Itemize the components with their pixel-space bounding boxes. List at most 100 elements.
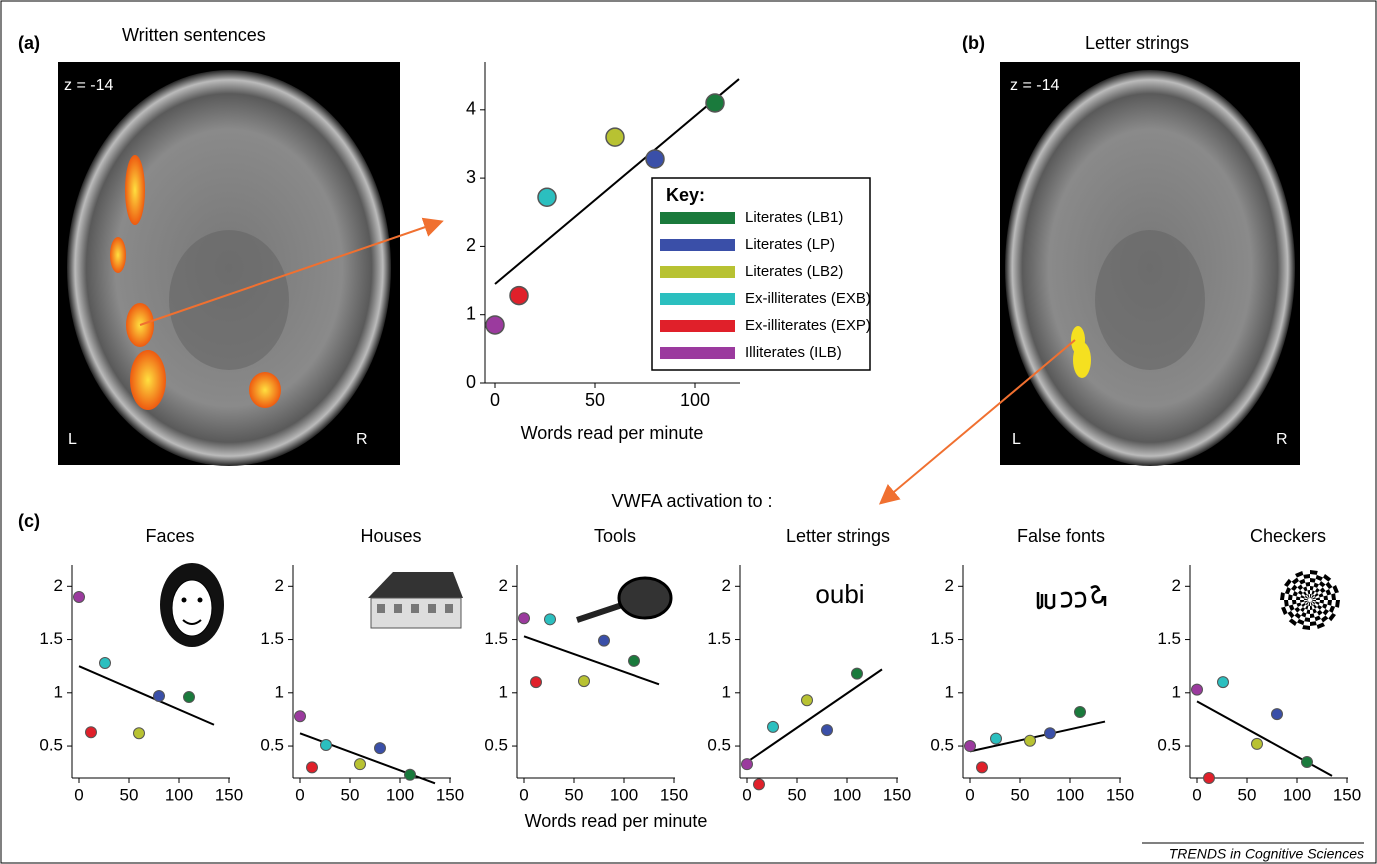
checker-cell — [1302, 625, 1310, 630]
fit-line — [747, 669, 882, 762]
side-label: L — [68, 431, 77, 448]
y-tick-label: 1 — [466, 303, 476, 323]
house-window — [428, 604, 436, 613]
data-point — [1192, 684, 1203, 695]
data-point — [545, 614, 556, 625]
checker-cell — [1317, 623, 1325, 629]
x-tick-label: 150 — [436, 785, 464, 804]
x-tick-label: 50 — [1238, 785, 1257, 804]
data-point — [599, 635, 610, 646]
x-tick-label: 150 — [1333, 785, 1361, 804]
checker-cell — [1335, 600, 1340, 608]
x-tick-label: 100 — [165, 785, 193, 804]
figure: (a) Written sentences z = -14 L R (b) Le… — [0, 0, 1377, 864]
data-point — [852, 668, 863, 679]
x-tick-label: 0 — [965, 785, 974, 804]
legend-swatch — [660, 320, 735, 332]
checker-cell — [1331, 593, 1336, 600]
panel-label: (a) — [18, 33, 40, 53]
data-point — [1204, 773, 1215, 784]
checker-cell — [1280, 592, 1285, 600]
panel-title: VWFA activation to : — [611, 491, 772, 511]
data-point — [768, 721, 779, 732]
checker-cell — [1317, 610, 1323, 616]
brain-detail — [1095, 230, 1205, 370]
y-tick-label: 1.5 — [260, 629, 284, 648]
data-point — [154, 690, 165, 701]
checker-cell — [1310, 606, 1313, 610]
y-tick-label: 2 — [275, 576, 284, 595]
x-tick-label: 100 — [610, 785, 638, 804]
checker-cell — [1312, 590, 1315, 594]
house-roof — [368, 572, 463, 598]
false-font — [1038, 586, 1105, 608]
face-eye — [182, 598, 187, 603]
checker-cell — [1303, 574, 1310, 579]
data-point — [134, 728, 145, 739]
x-tick-label: 0 — [295, 785, 304, 804]
legend-label: Illiterates (ILB) — [745, 344, 842, 361]
legend-label: Literates (LB2) — [745, 263, 843, 280]
checker-cell — [1304, 598, 1308, 600]
data-point — [965, 741, 976, 752]
panel-label: (c) — [18, 511, 40, 531]
x-axis-label: Words read per minute — [521, 423, 704, 443]
legend-swatch — [660, 293, 735, 305]
y-tick-label: 1 — [54, 682, 63, 701]
data-point — [977, 762, 988, 773]
data-point — [754, 779, 765, 790]
stimulus-image — [1038, 586, 1105, 608]
x-tick-label: 150 — [660, 785, 688, 804]
data-point — [1045, 728, 1056, 739]
brain-detail — [169, 230, 289, 370]
checker-cell — [1314, 583, 1319, 588]
checker-cell — [1281, 607, 1287, 615]
checker-cell — [1293, 591, 1298, 596]
legend-label: Literates (LB1) — [745, 209, 843, 226]
checker-cell — [1294, 607, 1300, 613]
page: { "panel_a": {"label": "(a)", "title": "… — [0, 0, 1377, 864]
y-tick-label: 1 — [945, 682, 954, 701]
checker-cell — [1323, 609, 1329, 616]
checker-cell — [1327, 600, 1332, 606]
checker-cell — [1301, 612, 1306, 617]
y-tick-label: 1 — [1172, 682, 1181, 701]
side-label: R — [356, 431, 368, 448]
y-tick-label: 1.5 — [1157, 629, 1181, 648]
data-point — [606, 128, 624, 146]
data-point — [1075, 706, 1086, 717]
y-tick-label: 2 — [722, 576, 731, 595]
checker-cell — [1297, 619, 1304, 625]
checker-cell — [1301, 603, 1305, 607]
data-point — [579, 676, 590, 687]
house-window — [411, 604, 419, 613]
data-point — [510, 287, 528, 305]
legend-title: Key: — [666, 185, 705, 205]
data-point — [321, 739, 332, 750]
checker-cell — [1300, 607, 1305, 612]
checker-cell — [1317, 605, 1322, 610]
x-tick-label: 0 — [519, 785, 528, 804]
checker-cell — [1310, 586, 1314, 590]
data-point — [486, 316, 504, 334]
x-tick-label: 0 — [74, 785, 83, 804]
checker-cell — [1288, 594, 1293, 600]
checker-cell — [1295, 571, 1303, 577]
checker-cell — [1310, 578, 1316, 583]
checker-cell — [1304, 617, 1310, 622]
data-point — [646, 150, 664, 168]
stimulus-text: oubi — [815, 579, 864, 609]
x-tick-label: 100 — [680, 390, 710, 410]
data-point — [100, 657, 111, 668]
house-window — [377, 604, 385, 613]
checker-cell — [1328, 613, 1336, 621]
checker-cell — [1292, 600, 1296, 605]
checker-cell — [1289, 605, 1295, 611]
y-tick-label: 1.5 — [39, 629, 63, 648]
legend-swatch — [660, 239, 735, 251]
checker-cell — [1305, 582, 1310, 586]
chart-title: False fonts — [1017, 526, 1105, 546]
x-tick-label: 50 — [565, 785, 584, 804]
checker-cell — [1305, 605, 1308, 609]
panel-title: Written sentences — [122, 25, 266, 45]
